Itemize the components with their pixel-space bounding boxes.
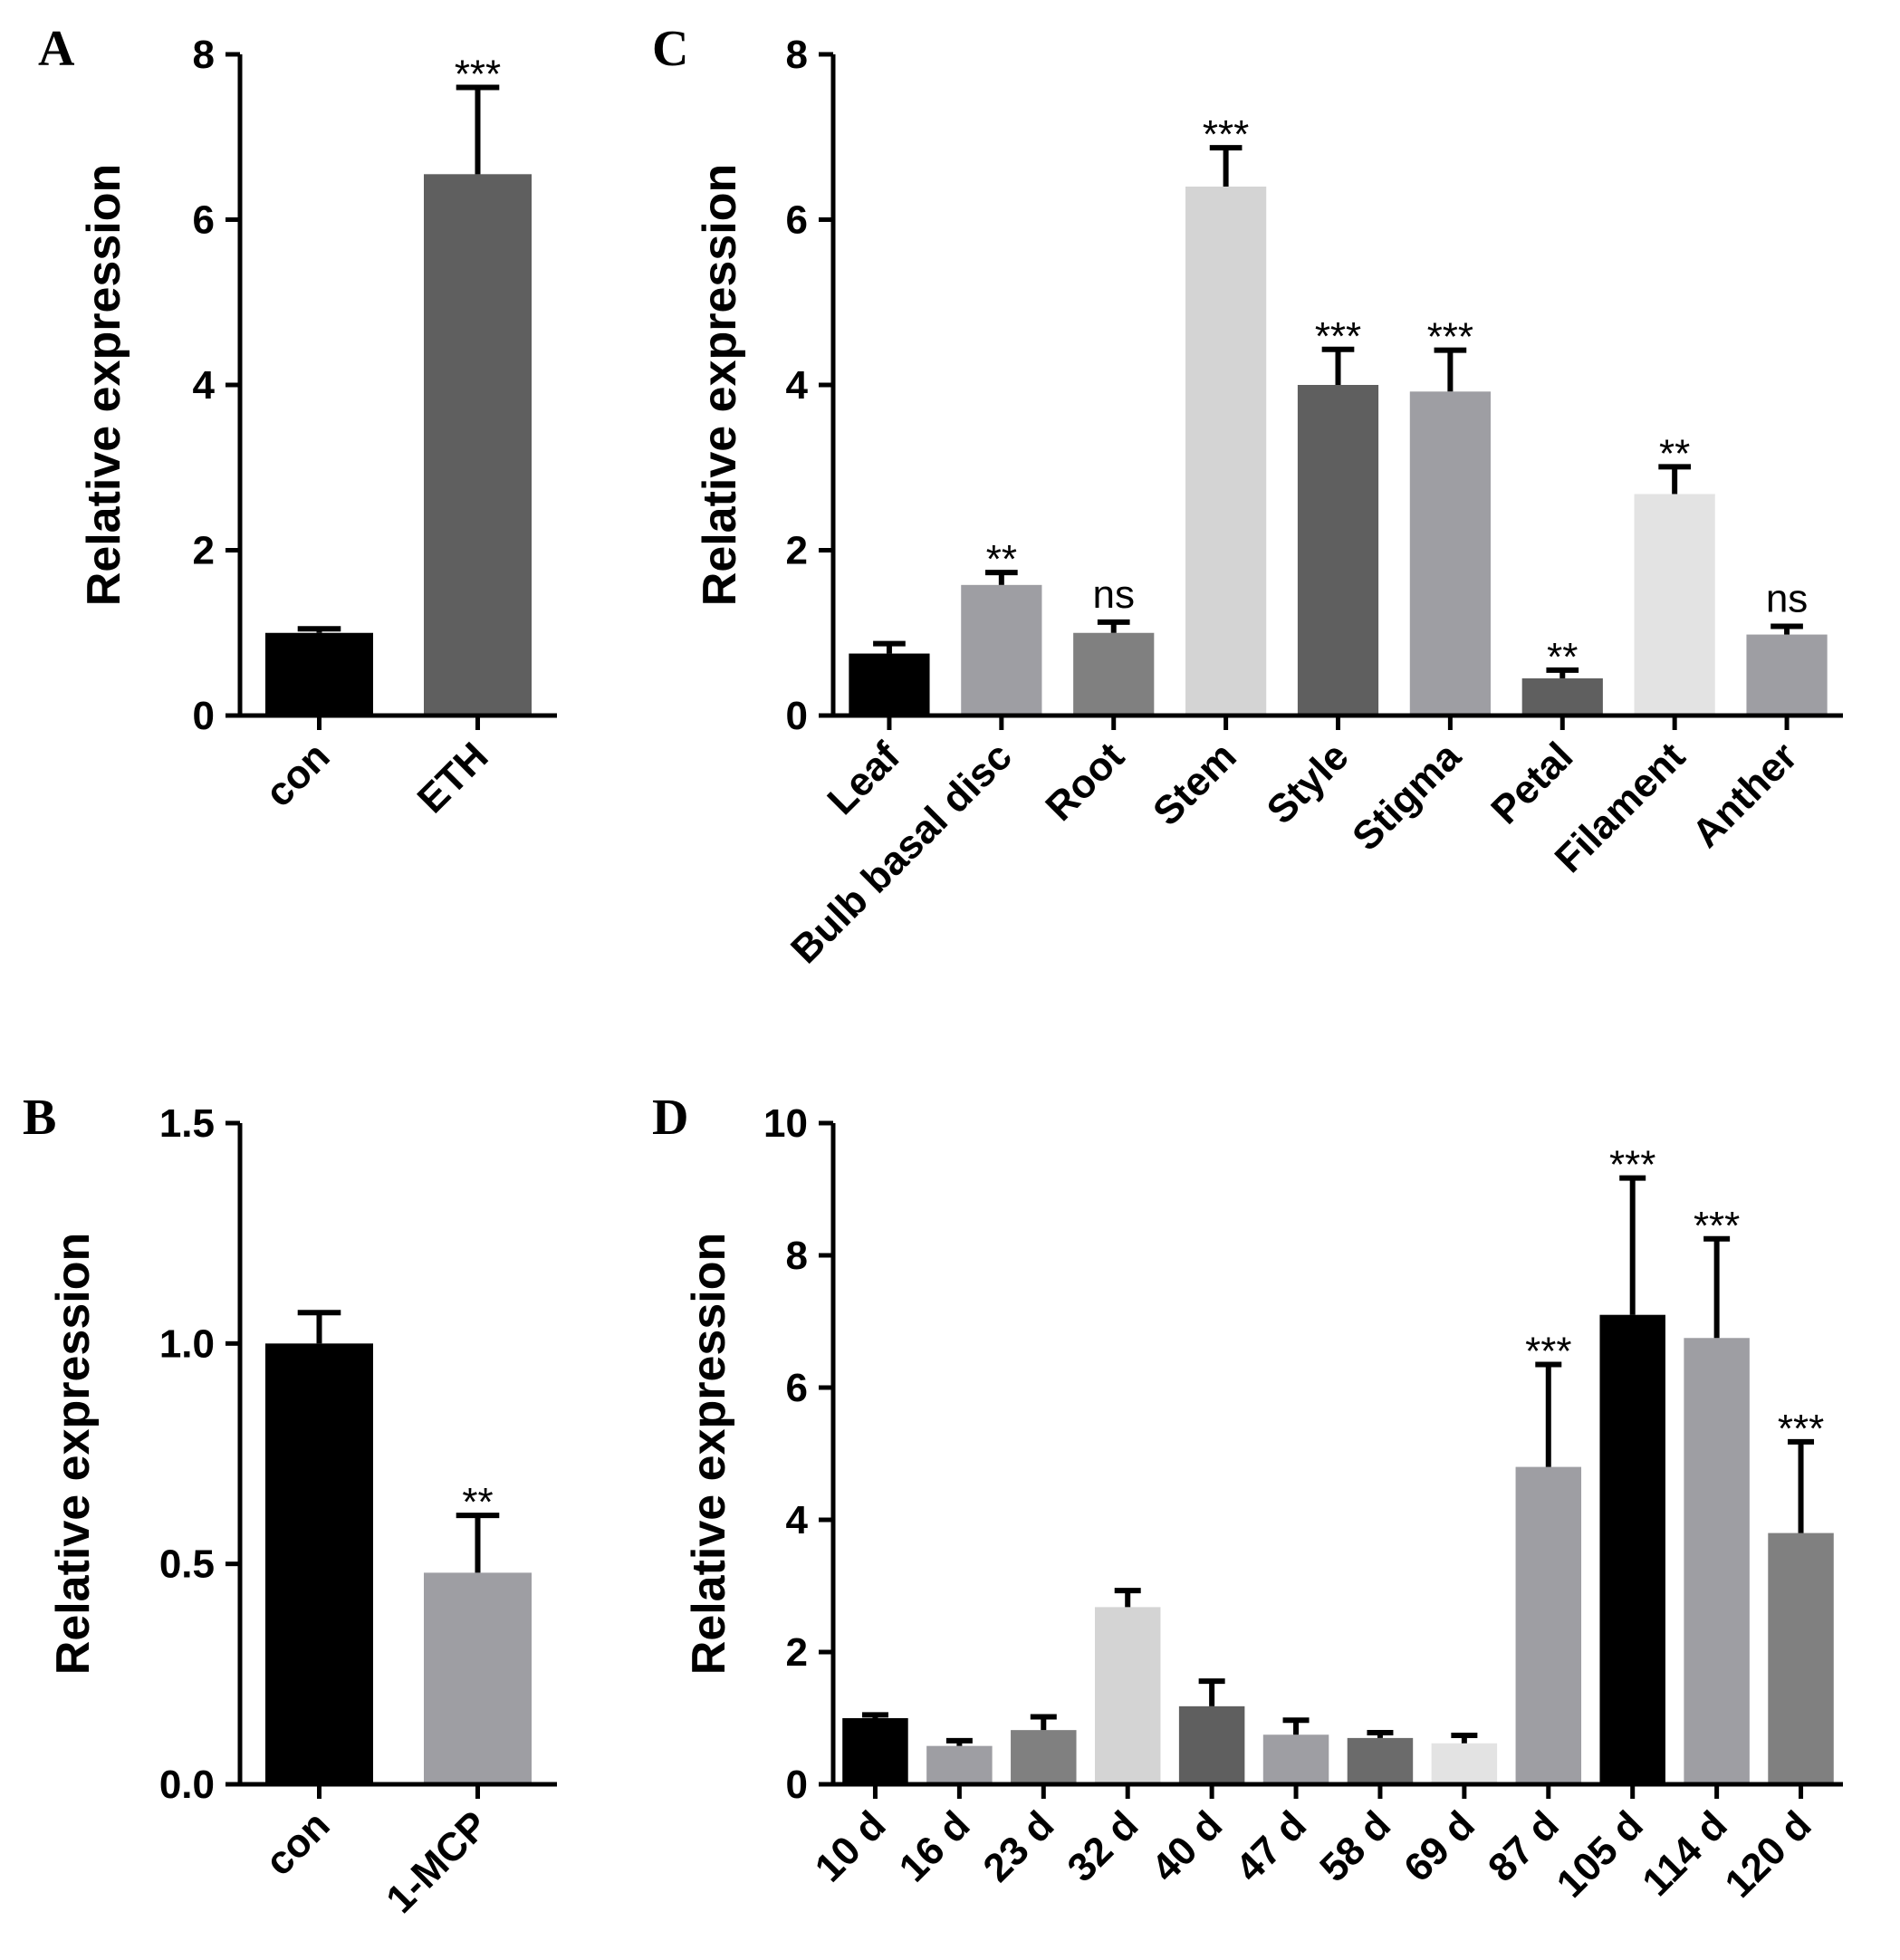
panel-b-y-tick-label-3: 1.5 [159, 1101, 215, 1146]
panel-d-y-tick-label-2: 4 [786, 1498, 809, 1542]
panel-d-bar-3 [1094, 1607, 1161, 1784]
panel-d-bar-0 [842, 1718, 908, 1784]
panel-d-bar-2 [1011, 1730, 1077, 1784]
panel-d-letter: D [652, 1090, 688, 1146]
panel-c-bar-7 [1634, 494, 1715, 716]
panel-d-bar-7 [1431, 1743, 1498, 1784]
panel-d-y-axis-title: Relative expression [683, 1233, 735, 1675]
panel-a-y-tick-label-4: 8 [193, 33, 215, 77]
panel-b-y-tick-label-0: 0.0 [159, 1763, 215, 1807]
panel-c-bar-1 [961, 584, 1042, 716]
panel-c-bar-6 [1521, 677, 1603, 716]
panel-c-significance-6: ** [1547, 635, 1578, 679]
panel-c-bar-3 [1185, 187, 1267, 716]
panel-c-bar-4 [1297, 385, 1379, 716]
panel-d-bar-4 [1178, 1705, 1245, 1784]
panel-b-y-tick-label-1: 0.5 [159, 1542, 215, 1587]
panel-a-y-tick-label-1: 2 [193, 529, 215, 573]
panel-b-letter: B [23, 1090, 56, 1146]
panel-a-y-axis-title: Relative expression [78, 164, 130, 606]
panel-c-y-tick-label-2: 4 [786, 363, 809, 408]
panel-c-letter: C [652, 21, 688, 77]
panel-d-bar-1 [926, 1745, 993, 1784]
panel-c-bar-5 [1409, 391, 1491, 716]
panel-a-y-tick-label-3: 6 [193, 198, 215, 243]
panel-c-y-tick-label-3: 6 [786, 198, 808, 243]
panel-b-y-tick-label-2: 1.0 [159, 1321, 215, 1366]
panel-d-bar-11 [1768, 1532, 1834, 1784]
panel-d-y-tick-label-3: 6 [786, 1366, 808, 1410]
panel-b-bar-1 [424, 1572, 532, 1784]
panel-c-y-tick-label-4: 8 [786, 33, 808, 77]
panel-d-y-tick-label-4: 8 [786, 1234, 808, 1278]
panel-b-bar-0 [265, 1343, 373, 1784]
panel-d-bar-9 [1599, 1314, 1665, 1784]
panel-a-bar-1 [424, 174, 532, 716]
panel-d-significance-8: *** [1525, 1329, 1571, 1373]
panel-c-y-tick-label-1: 2 [786, 529, 808, 573]
panel-d-significance-9: *** [1609, 1143, 1655, 1187]
panel-d-significance-10: *** [1694, 1204, 1740, 1248]
panel-a-y-tick-label-0: 0 [193, 694, 215, 738]
panel-c-significance-2: ns [1092, 572, 1134, 617]
panel-a-letter: A [38, 21, 75, 77]
panel-c-significance-3: *** [1203, 112, 1249, 157]
panel-c-y-axis-title: Relative expression [694, 164, 746, 606]
panel-d-bar-6 [1347, 1737, 1414, 1784]
panel-c-bar-8 [1746, 634, 1828, 716]
panel-c-significance-1: ** [986, 537, 1017, 581]
panel-c-bar-2 [1073, 632, 1155, 716]
panel-d-significance-11: *** [1778, 1407, 1824, 1451]
panel-d-y-tick-label-5: 10 [763, 1101, 808, 1146]
panel-a-y-tick-label-2: 4 [193, 363, 216, 408]
panel-a-significance-1: *** [455, 53, 501, 97]
panel-d-bar-8 [1515, 1466, 1582, 1784]
panel-d-bar-10 [1684, 1338, 1750, 1784]
panel-a-bar-0 [265, 632, 373, 716]
panel-c-significance-8: ns [1766, 576, 1808, 620]
panel-c-bar-0 [849, 653, 930, 716]
panel-b-significance-1: ** [462, 1480, 493, 1524]
panel-c-significance-7: ** [1659, 431, 1690, 476]
panel-b-y-axis-title: Relative expression [47, 1233, 100, 1675]
panel-c-significance-5: *** [1427, 315, 1473, 360]
panel-c-y-tick-label-0: 0 [786, 694, 808, 738]
panel-d-bar-5 [1262, 1734, 1329, 1784]
panel-d-y-tick-label-1: 2 [786, 1630, 808, 1675]
panel-d-y-tick-label-0: 0 [786, 1763, 808, 1807]
panel-c-significance-4: *** [1315, 314, 1361, 359]
